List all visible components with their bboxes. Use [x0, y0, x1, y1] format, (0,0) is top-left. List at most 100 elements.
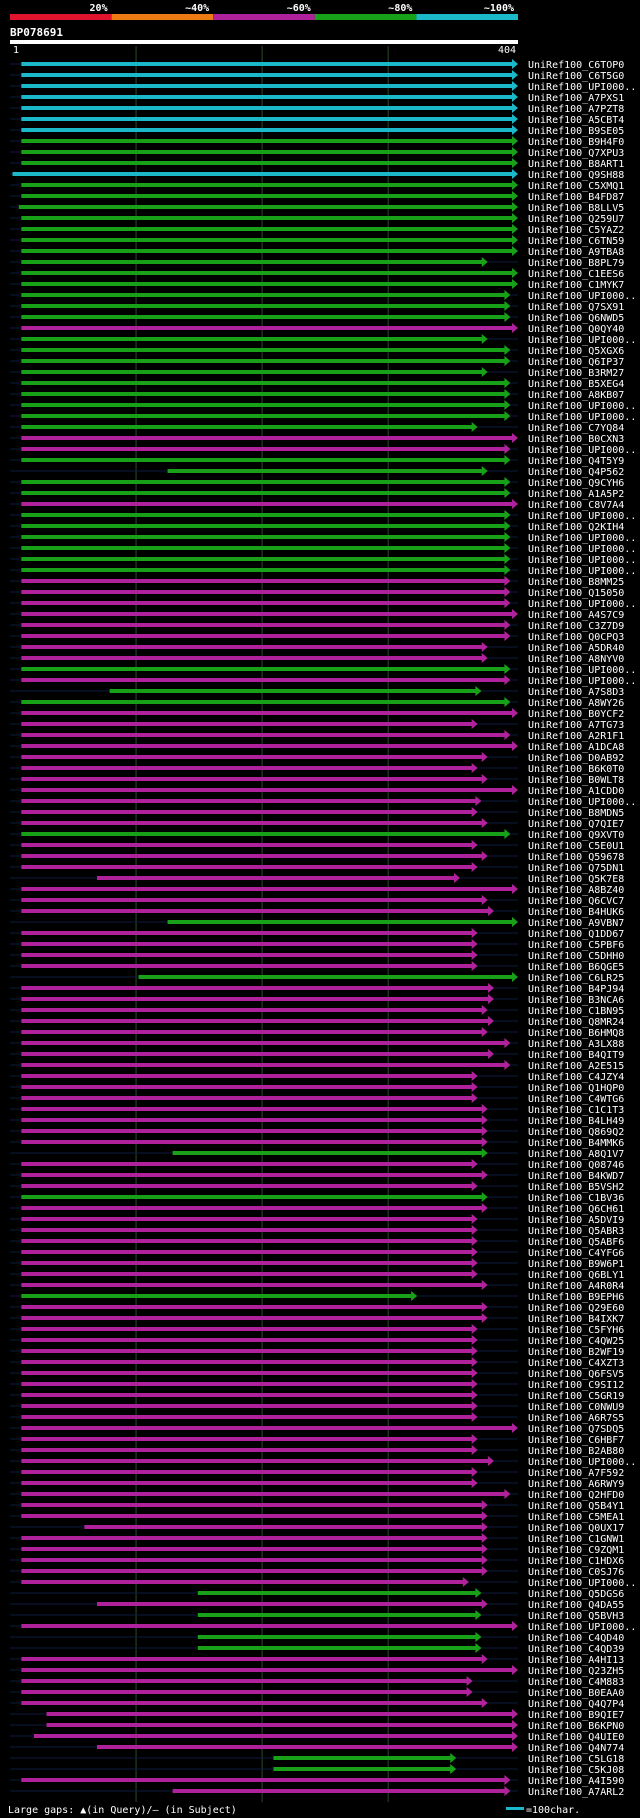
- hit-label[interactable]: UniRef100_B4KWD7: [528, 1171, 624, 1182]
- hit-label[interactable]: UniRef100_C1BN95: [528, 1006, 624, 1017]
- hit-row[interactable]: UniRef100_B5VSH2: [10, 1181, 624, 1193]
- hit-label[interactable]: UniRef100_C6TN59: [528, 236, 624, 247]
- hit-label[interactable]: UniRef100_A5CBT4: [528, 115, 624, 126]
- hit-label[interactable]: UniRef100_Q2HFD0: [528, 1490, 624, 1501]
- hit-label[interactable]: UniRef100_Q259U7: [528, 214, 624, 225]
- hit-row[interactable]: UniRef100_UPI000..: [10, 411, 636, 423]
- hit-row[interactable]: UniRef100_UPI000..: [10, 1577, 636, 1589]
- hit-row[interactable]: UniRef100_B8ART1: [10, 158, 624, 170]
- hit-label[interactable]: UniRef100_C4QD40: [528, 1633, 624, 1644]
- hit-label[interactable]: UniRef100_Q59678: [528, 852, 624, 863]
- hit-row[interactable]: UniRef100_Q2KIH4: [10, 521, 624, 533]
- hit-label[interactable]: UniRef100_A7PZT8: [528, 104, 624, 115]
- hit-label[interactable]: UniRef100_C6TOP0: [528, 60, 624, 71]
- hit-row[interactable]: UniRef100_Q5K7E8: [10, 873, 624, 885]
- hit-label[interactable]: UniRef100_C4XZT3: [528, 1358, 624, 1369]
- hit-label[interactable]: UniRef100_Q0QY40: [528, 324, 624, 335]
- hit-row[interactable]: UniRef100_B6KPN0: [10, 1720, 624, 1732]
- hit-label[interactable]: UniRef100_A7TG73: [528, 720, 624, 731]
- hit-row[interactable]: UniRef100_Q5ABR3: [10, 1225, 624, 1237]
- hit-row[interactable]: UniRef100_Q9XVT0: [10, 829, 624, 841]
- hit-label[interactable]: UniRef100_Q7XPU3: [528, 148, 624, 159]
- hit-row[interactable]: UniRef100_Q4N774: [10, 1742, 624, 1754]
- hit-row[interactable]: UniRef100_Q7SDQ5: [10, 1423, 624, 1435]
- hit-label[interactable]: UniRef100_A8Q1V7: [528, 1149, 624, 1160]
- hit-label[interactable]: UniRef100_B3NCA6: [528, 995, 624, 1006]
- hit-label[interactable]: UniRef100_A8BZ40: [528, 885, 624, 896]
- hit-row[interactable]: UniRef100_A7PZT8: [10, 103, 624, 115]
- hit-row[interactable]: UniRef100_C9SI12: [10, 1379, 624, 1391]
- hit-row[interactable]: UniRef100_B4LH49: [10, 1115, 624, 1127]
- hit-label[interactable]: UniRef100_Q29E60: [528, 1303, 624, 1314]
- hit-row[interactable]: UniRef100_A9TBA8: [10, 246, 624, 258]
- hit-row[interactable]: UniRef100_A5DR40: [10, 642, 624, 654]
- hit-row[interactable]: UniRef100_C5DHH0: [10, 950, 624, 962]
- hit-row[interactable]: UniRef100_C4XZT3: [10, 1357, 624, 1369]
- hit-row[interactable]: UniRef100_Q6CVC7: [10, 895, 624, 907]
- hit-label[interactable]: UniRef100_UPI000..: [528, 82, 636, 93]
- hit-row[interactable]: UniRef100_C6TN59: [10, 235, 624, 247]
- hit-label[interactable]: UniRef100_B4QIT9: [528, 1050, 624, 1061]
- hit-row[interactable]: UniRef100_B9QIE7: [10, 1709, 624, 1721]
- hit-label[interactable]: UniRef100_C6HBF7: [528, 1435, 624, 1446]
- hit-label[interactable]: UniRef100_C5PBF6: [528, 940, 624, 951]
- hit-label[interactable]: UniRef100_C1EES6: [528, 269, 624, 280]
- hit-label[interactable]: UniRef100_B4FD87: [528, 192, 624, 203]
- hit-row[interactable]: UniRef100_Q15050: [10, 587, 624, 599]
- hit-label[interactable]: UniRef100_UPI000..: [528, 1622, 636, 1633]
- hit-label[interactable]: UniRef100_D0AB92: [528, 753, 624, 764]
- hit-label[interactable]: UniRef100_Q0CPQ3: [528, 632, 624, 643]
- hit-row[interactable]: UniRef100_C5YAZ2: [10, 224, 624, 236]
- hit-label[interactable]: UniRef100_C4YFG6: [528, 1248, 624, 1259]
- hit-label[interactable]: UniRef100_Q6BLY1: [528, 1270, 624, 1281]
- hit-row[interactable]: UniRef100_B6K0T0: [10, 763, 624, 775]
- hit-label[interactable]: UniRef100_A2R1F1: [528, 731, 624, 742]
- hit-label[interactable]: UniRef100_C5MEA1: [528, 1512, 624, 1523]
- hit-row[interactable]: UniRef100_A4S7C9: [10, 609, 624, 621]
- hit-row[interactable]: UniRef100_A8WY26: [10, 697, 624, 709]
- hit-label[interactable]: UniRef100_UPI000..: [528, 511, 636, 522]
- hit-label[interactable]: UniRef100_C4M883: [528, 1677, 624, 1688]
- hit-row[interactable]: UniRef100_C5E0U1: [10, 840, 624, 852]
- hit-row[interactable]: UniRef100_A6RWY9: [10, 1478, 624, 1490]
- hit-row[interactable]: UniRef100_C4YFG6: [10, 1247, 624, 1259]
- hit-row[interactable]: UniRef100_Q4DA55: [10, 1599, 624, 1611]
- hit-row[interactable]: UniRef100_UPI000..: [10, 290, 636, 302]
- hit-label[interactable]: UniRef100_B8MDN5: [528, 808, 624, 819]
- hit-row[interactable]: UniRef100_Q6FSV5: [10, 1368, 624, 1380]
- hit-row[interactable]: UniRef100_Q5ABF6: [10, 1236, 624, 1248]
- hit-label[interactable]: UniRef100_C0SJ76: [528, 1567, 624, 1578]
- hit-row[interactable]: UniRef100_A9VBN7: [10, 917, 624, 929]
- hit-label[interactable]: UniRef100_C5FYH6: [528, 1325, 624, 1336]
- hit-row[interactable]: UniRef100_Q4UIE0: [10, 1731, 624, 1743]
- hit-row[interactable]: UniRef100_B8LLV5: [10, 202, 624, 214]
- hit-label[interactable]: UniRef100_UPI000..: [528, 599, 636, 610]
- hit-label[interactable]: UniRef100_C5YAZ2: [528, 225, 624, 236]
- hit-row[interactable]: UniRef100_C3Z7D9: [10, 620, 624, 632]
- hit-label[interactable]: UniRef100_C1HDX6: [528, 1556, 624, 1567]
- hit-row[interactable]: UniRef100_C7YQ84: [10, 422, 624, 434]
- hit-label[interactable]: UniRef100_B4PJ94: [528, 984, 624, 995]
- hit-label[interactable]: UniRef100_A9TBA8: [528, 247, 624, 258]
- hit-row[interactable]: UniRef100_Q4Q7P4: [10, 1698, 624, 1710]
- hit-label[interactable]: UniRef100_Q5XGX6: [528, 346, 624, 357]
- hit-label[interactable]: UniRef100_Q4UIE0: [528, 1732, 624, 1743]
- hit-row[interactable]: UniRef100_Q0QY40: [10, 323, 624, 335]
- hit-row[interactable]: UniRef100_C0SJ76: [10, 1566, 624, 1578]
- hit-row[interactable]: UniRef100_A7ARL2: [10, 1786, 624, 1798]
- hit-label[interactable]: UniRef100_B0WLT8: [528, 775, 624, 786]
- hit-label[interactable]: UniRef100_A6RWY9: [528, 1479, 624, 1490]
- hit-label[interactable]: UniRef100_C3Z7D9: [528, 621, 624, 632]
- hit-label[interactable]: UniRef100_UPI000..: [528, 445, 636, 456]
- hit-label[interactable]: UniRef100_UPI000..: [528, 401, 636, 412]
- hit-label[interactable]: UniRef100_UPI000..: [528, 335, 636, 346]
- hit-label[interactable]: UniRef100_B9H4F0: [528, 137, 624, 148]
- hit-label[interactable]: UniRef100_Q7QIE7: [528, 819, 624, 830]
- hit-label[interactable]: UniRef100_Q5DGS6: [528, 1589, 624, 1600]
- hit-label[interactable]: UniRef100_Q6CH61: [528, 1204, 624, 1215]
- hit-label[interactable]: UniRef100_Q2KIH4: [528, 522, 624, 533]
- hit-row[interactable]: UniRef100_B3NCA6: [10, 994, 624, 1006]
- hit-label[interactable]: UniRef100_UPI000..: [528, 566, 636, 577]
- hit-row[interactable]: UniRef100_Q6NWD5: [10, 312, 624, 324]
- hit-row[interactable]: UniRef100_UPI000..: [10, 796, 636, 808]
